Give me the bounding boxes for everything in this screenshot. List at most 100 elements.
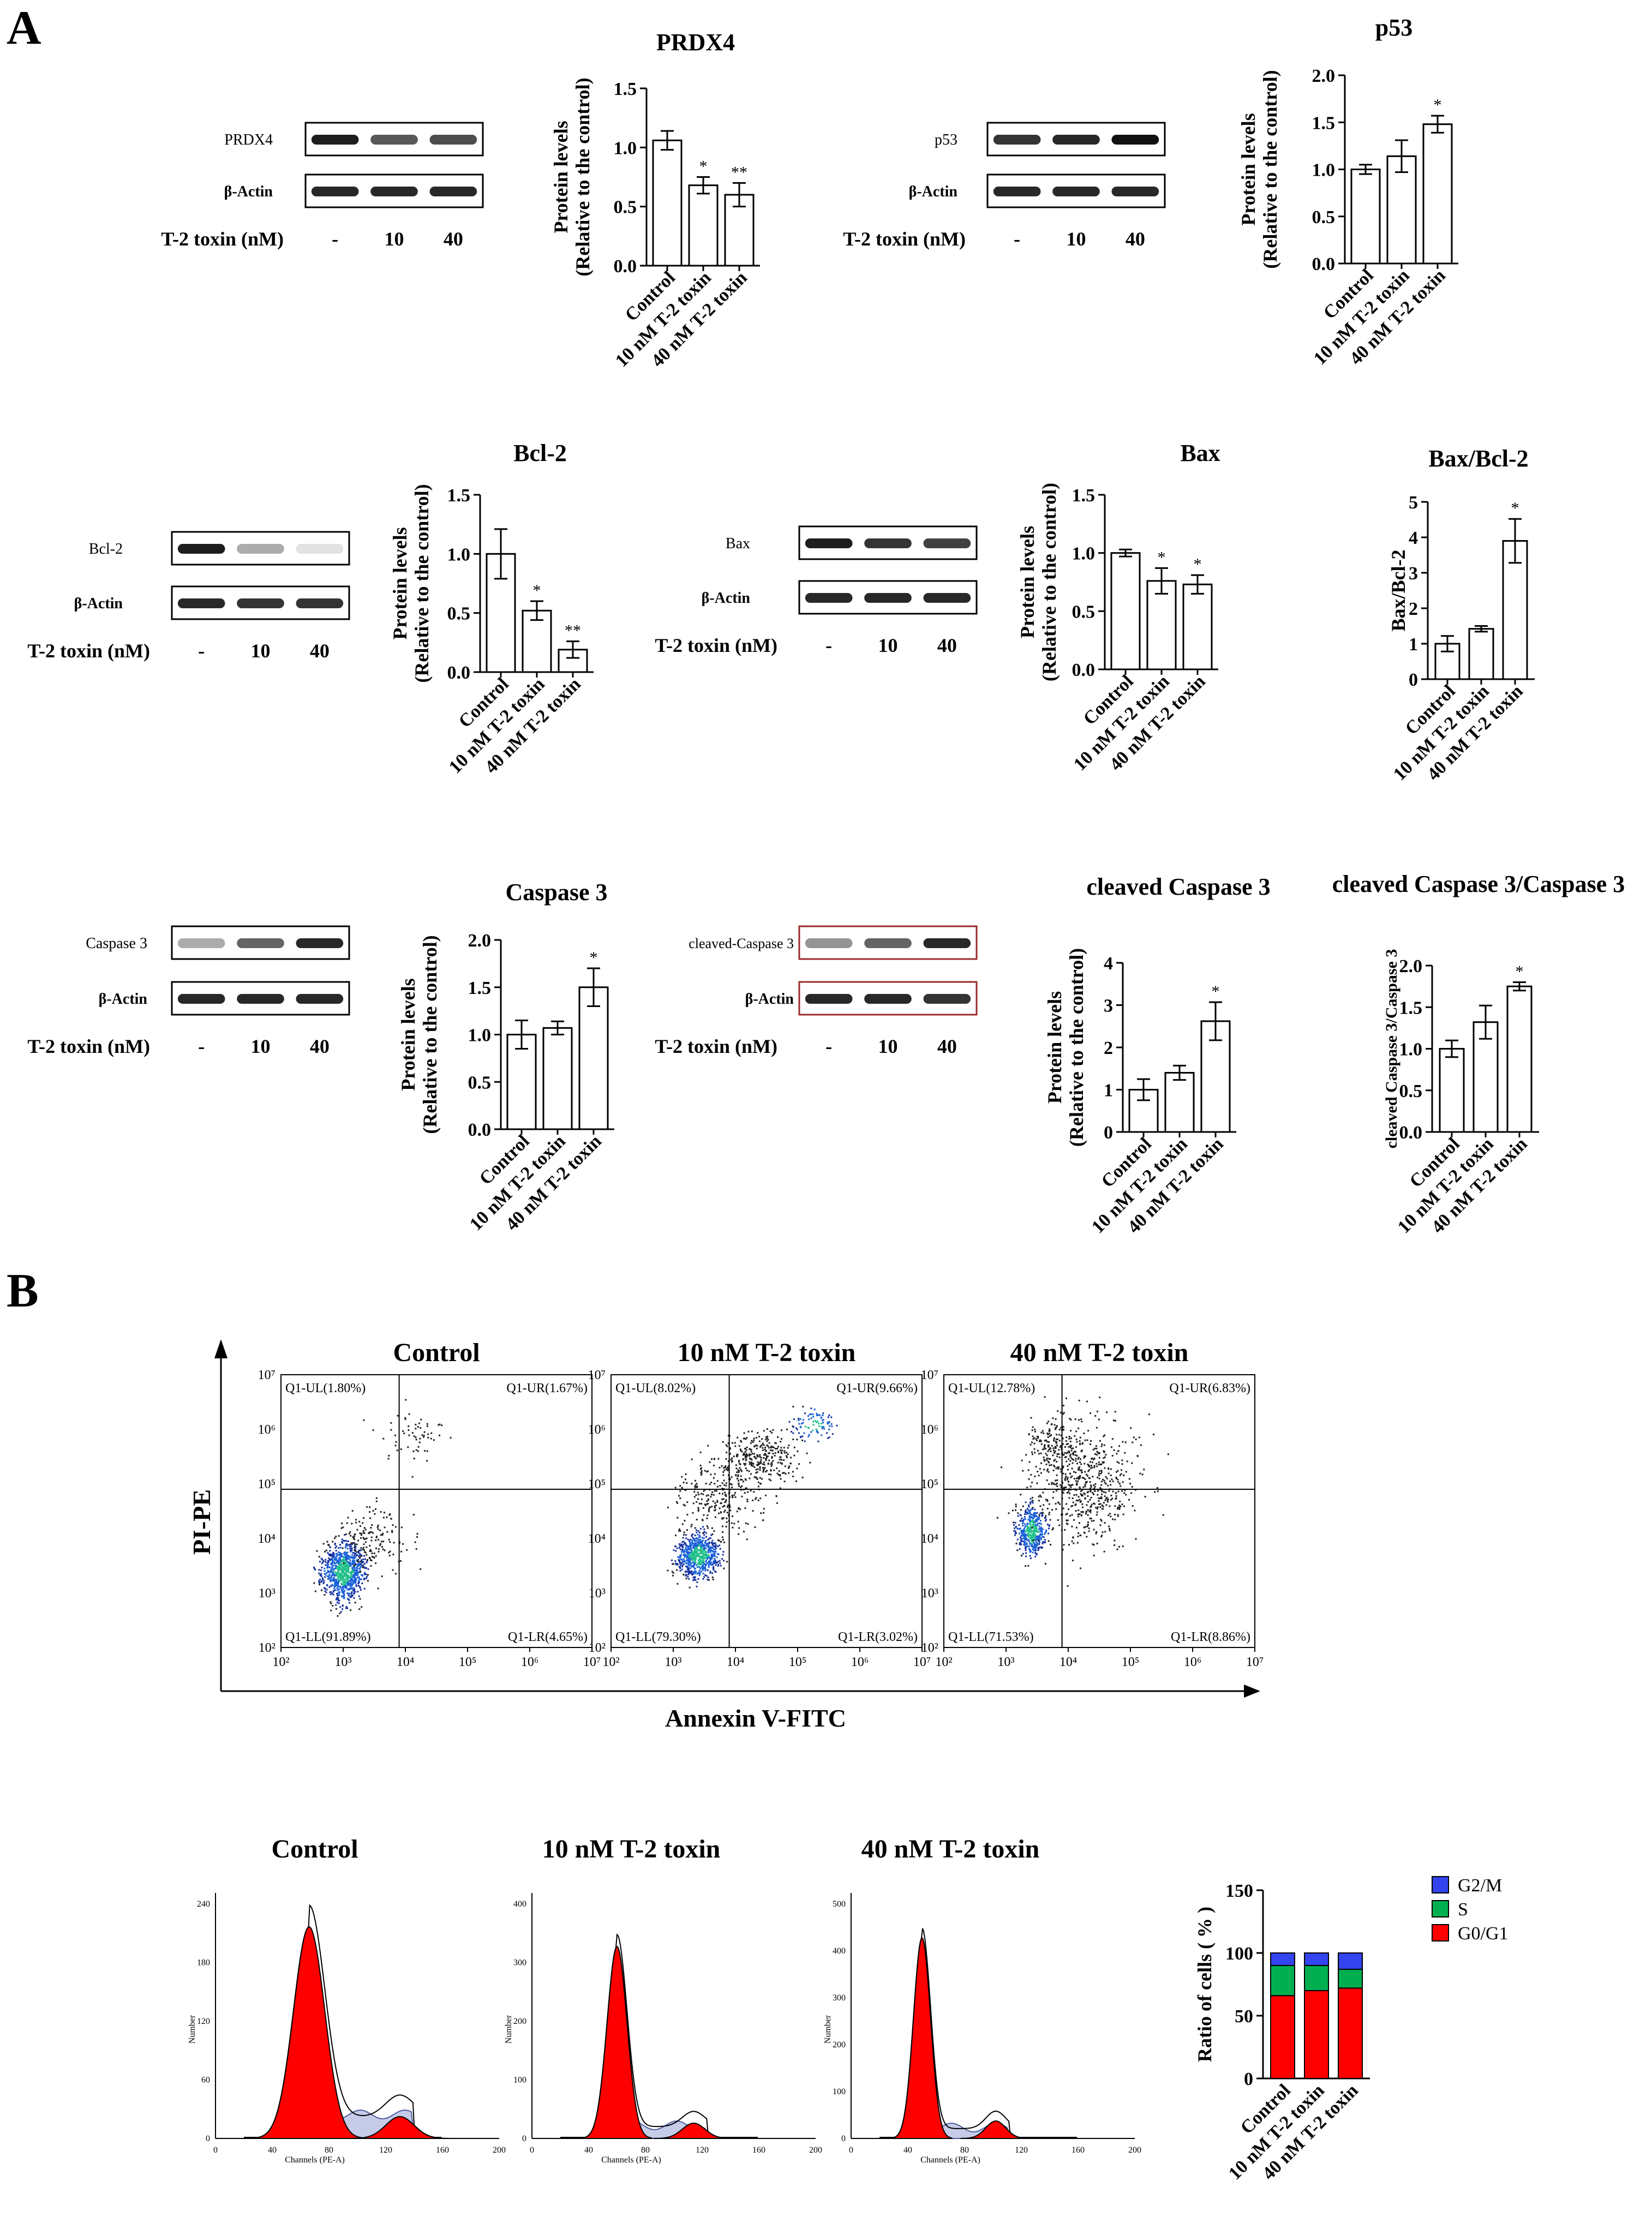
bcl2-y-tick-label: 1.5 [447, 486, 471, 506]
flow-dot [812, 1416, 815, 1418]
flow-dot [732, 1515, 734, 1517]
flow-dot [708, 1556, 710, 1558]
ratio-significance: * [1516, 963, 1524, 981]
flow-dot [759, 1461, 762, 1463]
flow-dot [707, 1527, 709, 1529]
flow-dot [392, 1554, 394, 1556]
bax-significance: * [1194, 555, 1202, 573]
flow-dot [783, 1450, 786, 1452]
flow-dot [331, 1579, 333, 1581]
flow-dot [738, 1479, 740, 1482]
flow-dot [713, 1542, 715, 1544]
flow-dot [1113, 1449, 1115, 1451]
flow-dot [698, 1541, 700, 1543]
flow-dot [709, 1489, 711, 1491]
flow-dot [1048, 1527, 1050, 1530]
flow-dot [1071, 1514, 1073, 1516]
flow-dot [418, 1422, 420, 1424]
flow-dot [392, 1524, 394, 1526]
flow-dot [1120, 1473, 1122, 1475]
flow-dot [352, 1589, 355, 1591]
flow-dot [1087, 1463, 1089, 1465]
flow-dot [692, 1502, 695, 1505]
flow-dot [340, 1564, 342, 1566]
flow-dot [1062, 1549, 1064, 1551]
flow-dot [361, 1575, 363, 1577]
flow-dot [1062, 1465, 1064, 1467]
flow-dot [381, 1575, 383, 1578]
flow-dot [1038, 1543, 1040, 1545]
flow-dot [716, 1556, 718, 1559]
flow-dot [347, 1584, 349, 1586]
flow-dot [1065, 1456, 1067, 1458]
flow-dot [1048, 1446, 1050, 1448]
flow-dot [419, 1437, 421, 1440]
flow-dot [1021, 1533, 1023, 1535]
flow-dot [417, 1450, 419, 1452]
bax-y-label-line: (Relative to the control) [1038, 483, 1060, 681]
flow-dot [674, 1487, 677, 1489]
flow-dot [715, 1490, 717, 1492]
flow-dot [1066, 1443, 1068, 1446]
stack-y-tick-label: 50 [1235, 2006, 1253, 2027]
flow-dot [673, 1549, 675, 1551]
flow-dot [1026, 1543, 1028, 1545]
flow-dot [1036, 1520, 1038, 1523]
flow-dot [342, 1590, 344, 1592]
flow-dot [703, 1576, 705, 1578]
flow-dot [701, 1498, 703, 1500]
flow-dot [700, 1547, 702, 1549]
cellcycle-x-tick-label: 80 [325, 2146, 333, 2155]
flow-dot [744, 1507, 746, 1509]
flow-dot [694, 1527, 696, 1529]
flow-dot [722, 1471, 725, 1473]
flow-dot [1059, 1484, 1061, 1486]
flow-dot [1021, 1517, 1023, 1519]
flow-dot [358, 1572, 360, 1574]
flow-dot [362, 1561, 364, 1563]
flow-dot [1035, 1534, 1037, 1536]
flow-dot [1037, 1535, 1039, 1537]
flow-dot [354, 1573, 356, 1575]
flow-dot [690, 1550, 692, 1553]
flow-dot [812, 1413, 814, 1416]
flow-dot [1032, 1530, 1034, 1532]
flow-dot [390, 1429, 392, 1431]
flow-dot [683, 1561, 685, 1563]
flow-dot [1035, 1525, 1037, 1527]
flow-dot [693, 1491, 696, 1493]
flow-dot [356, 1560, 358, 1562]
flow-dot [338, 1560, 340, 1562]
flow-dot [355, 1521, 357, 1524]
flow-dot [684, 1560, 686, 1562]
flow-dot [1110, 1446, 1112, 1448]
flow-dot [316, 1550, 318, 1552]
flow-dot [758, 1435, 760, 1437]
flow-dot [667, 1569, 669, 1572]
flow-dot [679, 1562, 681, 1564]
flow-dot [366, 1575, 368, 1578]
flow-dot [1033, 1527, 1036, 1530]
flow-dot [1036, 1482, 1038, 1484]
flow-dot [369, 1559, 372, 1561]
flow-dot [372, 1532, 374, 1534]
flow-dot [708, 1560, 710, 1562]
flow-dot [1078, 1468, 1080, 1470]
flow-dot [1070, 1449, 1073, 1452]
flow-dot [738, 1445, 740, 1447]
flow-dot [1025, 1552, 1027, 1554]
flow-dot [716, 1562, 718, 1564]
flow-dot [333, 1558, 336, 1560]
flow-dot [327, 1552, 329, 1554]
flow-dot [1102, 1506, 1104, 1508]
flow-dot [689, 1538, 691, 1541]
flow-dot [1090, 1440, 1092, 1442]
flow-dot [1108, 1490, 1110, 1492]
flow-dot [1100, 1470, 1103, 1472]
flow-dot [675, 1535, 677, 1537]
baxbcl2-title: Bax/Bcl-2 [1428, 445, 1528, 472]
